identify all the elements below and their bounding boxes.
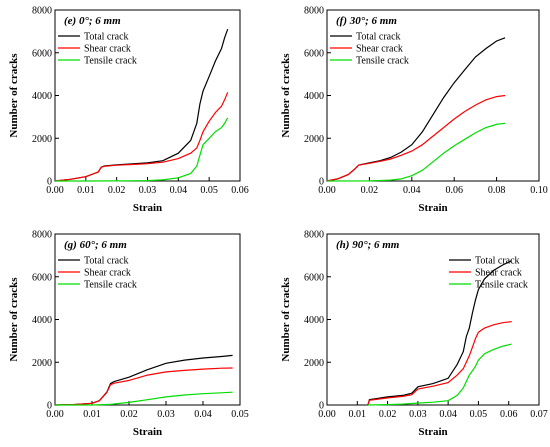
legend-entry: Tensile crack xyxy=(84,280,137,291)
y-tick-label: 2000 xyxy=(304,358,324,369)
x-tick-label: 0.07 xyxy=(530,409,548,420)
x-tick-label: 0.06 xyxy=(445,185,463,196)
x-tick-label: 0.00 xyxy=(318,409,336,420)
legend-entry: Total crack xyxy=(84,32,129,43)
x-tick-label: 0.02 xyxy=(108,185,126,196)
plot-frame xyxy=(54,233,241,406)
x-tick-label: 0.02 xyxy=(361,185,379,196)
x-tick-label: 0.01 xyxy=(83,409,101,420)
panel-title: (g) 60°; 6 mm xyxy=(64,239,127,251)
y-tick-label: 6000 xyxy=(32,48,52,59)
x-tick-label: 0.00 xyxy=(46,409,64,420)
y-axis-label: Number of cracks xyxy=(8,53,20,138)
plot-frame xyxy=(54,9,241,182)
y-tick-label: 0 xyxy=(319,401,324,412)
series-line-total-crack xyxy=(54,28,229,182)
y-tick-label: 8000 xyxy=(304,230,324,241)
x-tick-label: 0.01 xyxy=(349,409,367,420)
panel-title: (f) 30°; 6 mm xyxy=(336,15,397,27)
x-tick-label: 0.04 xyxy=(170,185,188,196)
x-tick-label: 0.03 xyxy=(139,185,157,196)
y-tick-label: 6000 xyxy=(32,272,52,283)
chart-panel-h: 0.00 0.01 0.02 0.03 0.04 0.05 0.06 0.07 0 2000 400… xyxy=(280,230,548,439)
x-tick-label: 0.08 xyxy=(488,185,506,196)
x-tick-label: 0.03 xyxy=(409,409,427,420)
chart-panel-e: 0.00 0.01 0.02 0.03 0.04 0.05 0.06 0 2000 4000 600… xyxy=(8,6,249,215)
series-line-total-crack xyxy=(367,260,512,406)
chart-panel-g: 0.00 0.01 0.02 0.03 0.04 0.05 0 2000 4000 6000 800… xyxy=(8,230,249,439)
legend-entry: Total crack xyxy=(84,256,129,267)
y-tick-label: 2000 xyxy=(304,134,324,145)
y-axis-label: Number of cracks xyxy=(280,53,292,138)
y-tick-label: 4000 xyxy=(32,91,52,102)
panel-title: (e) 0°; 6 mm xyxy=(64,15,121,27)
x-axis-label: Strain xyxy=(418,426,447,438)
x-tick-label: 0.02 xyxy=(120,409,138,420)
panel-title: (h) 90°; 6 mm xyxy=(336,239,400,251)
y-tick-label: 0 xyxy=(319,177,324,188)
series-line-tensile-crack xyxy=(367,343,512,406)
series-line-total-crack xyxy=(54,354,233,406)
y-tick-label: 6000 xyxy=(304,272,324,283)
series-line-tensile-crack xyxy=(55,117,229,182)
x-tick-label: 0.03 xyxy=(157,409,175,420)
legend-entry: Tensile crack xyxy=(84,56,137,67)
y-axis-label: Number of cracks xyxy=(280,277,292,362)
legend-entry: Tensile crack xyxy=(356,56,409,67)
x-axis-label: Strain xyxy=(133,426,162,438)
chart-panel-f: 0.00 0.02 0.04 0.06 0.08 0.10 0 2000 4000 6000 800… xyxy=(280,6,548,215)
legend-entry: Tensile crack xyxy=(475,280,528,291)
series-line-shear-crack xyxy=(54,92,229,182)
series-line-tensile-crack xyxy=(326,122,506,182)
series-line-tensile-crack xyxy=(55,391,233,406)
legend-entry: Total crack xyxy=(475,256,520,267)
x-tick-label: 0.02 xyxy=(379,409,397,420)
legend-entry: Shear crack xyxy=(356,44,403,55)
legend-entry: Total crack xyxy=(356,32,401,43)
legend-entry: Shear crack xyxy=(84,44,131,55)
x-tick-label: 0.00 xyxy=(318,185,336,196)
x-tick-label: 0.06 xyxy=(500,409,518,420)
y-tick-label: 6000 xyxy=(304,48,324,59)
x-axis-label: Strain xyxy=(418,202,447,214)
x-tick-label: 0.05 xyxy=(231,409,249,420)
legend-entry: Shear crack xyxy=(84,268,131,279)
x-tick-label: 0.06 xyxy=(231,185,249,196)
series-line-total-crack xyxy=(326,37,506,182)
x-tick-label: 0.05 xyxy=(470,409,488,420)
x-tick-label: 0.10 xyxy=(530,185,548,196)
legend-entry: Shear crack xyxy=(475,268,522,279)
y-tick-label: 4000 xyxy=(304,91,324,102)
y-tick-label: 4000 xyxy=(32,315,52,326)
x-tick-label: 0.05 xyxy=(200,185,218,196)
x-axis-label: Strain xyxy=(133,202,162,214)
x-tick-label: 0.04 xyxy=(194,409,212,420)
y-tick-label: 0 xyxy=(47,177,52,188)
x-tick-label: 0.01 xyxy=(77,185,95,196)
y-axis-label: Number of cracks xyxy=(8,277,20,362)
x-tick-label: 0.04 xyxy=(439,409,457,420)
y-tick-label: 8000 xyxy=(304,6,324,17)
y-tick-label: 2000 xyxy=(32,134,52,145)
y-tick-label: 2000 xyxy=(32,358,52,369)
series-line-shear-crack xyxy=(54,367,233,406)
x-tick-label: 0.04 xyxy=(403,185,421,196)
y-tick-label: 8000 xyxy=(32,6,52,17)
series-line-shear-crack xyxy=(326,94,506,182)
series-line-shear-crack xyxy=(367,321,512,406)
y-tick-label: 4000 xyxy=(304,315,324,326)
y-tick-label: 8000 xyxy=(32,230,52,241)
x-tick-label: 0.00 xyxy=(46,185,64,196)
y-tick-label: 0 xyxy=(47,401,52,412)
